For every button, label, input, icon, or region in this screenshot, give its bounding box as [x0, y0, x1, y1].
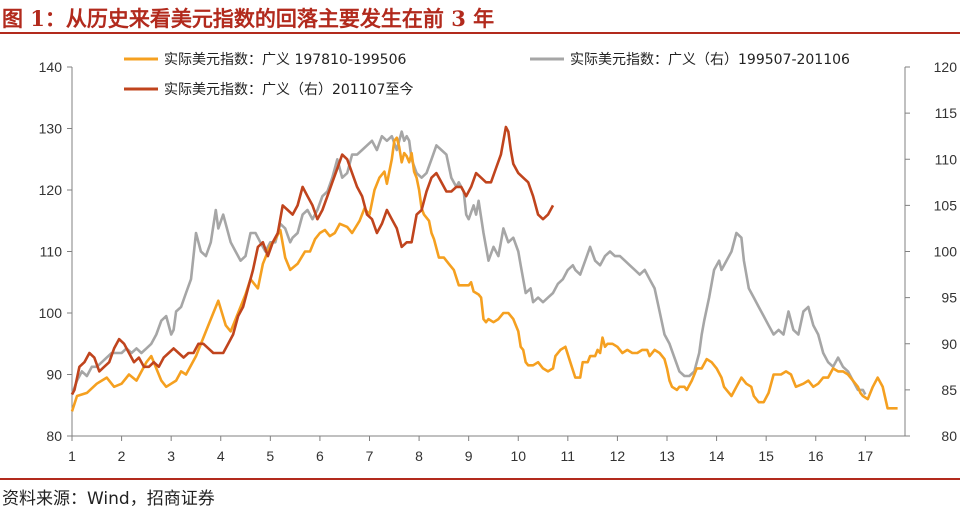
series-line-2	[70, 130, 867, 396]
legend-label-2: 实际美元指数：广义（右）199507-201106	[570, 52, 850, 68]
figure-title: 图 1：从历史来看美元指数的回落主要发生在前 3 年	[2, 6, 495, 31]
y-right-tick-label: 115	[935, 105, 958, 121]
x-tick-label: 8	[415, 448, 423, 464]
line-chart: 8090100110120130140808590951001051101151…	[39, 52, 958, 464]
y-left-tick-label: 90	[46, 367, 62, 383]
y-left-tick-label: 100	[39, 305, 63, 321]
x-tick-label: 3	[167, 448, 175, 464]
x-tick-label: 15	[758, 448, 774, 464]
x-tick-label: 4	[217, 448, 225, 464]
source-note: 资料来源：Wind，招商证券	[2, 489, 215, 509]
y-right-tick-label: 80	[941, 428, 957, 444]
y-right-tick-label: 95	[941, 290, 957, 306]
legend: 实际美元指数：广义 197810-199506 实际美元指数：广义（右）19950…	[124, 52, 850, 98]
y-left-tick-label: 80	[46, 428, 62, 444]
x-tick-label: 12	[610, 448, 626, 464]
title-rule	[0, 32, 960, 34]
source-rule	[0, 478, 960, 480]
y-right-tick-label: 110	[935, 151, 958, 167]
y-left-tick-label: 120	[39, 182, 63, 198]
y-right-tick-label: 120	[934, 59, 958, 75]
y-left-tick-label: 140	[39, 59, 63, 75]
y-right-tick-label: 105	[934, 197, 958, 213]
x-tick-label: 16	[808, 448, 824, 464]
x-tick-label: 6	[316, 448, 324, 464]
x-tick-label: 7	[366, 448, 374, 464]
x-tick-label: 9	[465, 448, 473, 464]
x-tick-label: 17	[858, 448, 874, 464]
figure-title-bar: 图 1：从历史来看美元指数的回落主要发生在前 3 年	[0, 0, 960, 32]
x-tick-label: 13	[659, 448, 675, 464]
axes-group: 8090100110120130140808590951001051101151…	[39, 59, 958, 464]
series-line-3	[70, 125, 555, 396]
legend-label-1: 实际美元指数：广义 197810-199506	[164, 52, 406, 68]
y-right-tick-label: 90	[941, 336, 957, 352]
series-line-1	[70, 136, 898, 412]
x-tick-label: 2	[118, 448, 126, 464]
x-tick-label: 1	[68, 448, 76, 464]
y-right-tick-label: 100	[934, 244, 958, 260]
y-left-tick-label: 130	[39, 121, 63, 137]
x-tick-label: 14	[709, 448, 725, 464]
legend-label-3: 实际美元指数：广义（右）201107至今	[164, 82, 413, 98]
y-left-tick-label: 110	[40, 244, 63, 260]
x-tick-label: 10	[510, 448, 526, 464]
x-tick-label: 11	[561, 448, 576, 464]
x-tick-label: 5	[266, 448, 274, 464]
series-group	[70, 125, 898, 412]
y-right-tick-label: 85	[941, 382, 957, 398]
